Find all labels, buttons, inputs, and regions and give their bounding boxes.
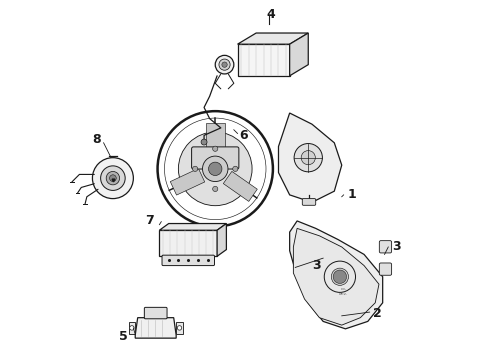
Circle shape [202,156,228,181]
Polygon shape [290,33,308,76]
Circle shape [209,162,222,176]
Circle shape [100,166,125,190]
FancyBboxPatch shape [379,240,392,253]
Circle shape [110,175,116,181]
FancyBboxPatch shape [302,199,316,205]
Polygon shape [128,322,135,334]
Text: 7: 7 [145,215,154,228]
Text: 5: 5 [119,330,128,343]
Text: 6: 6 [240,129,248,142]
Circle shape [333,270,346,283]
Text: 2: 2 [373,307,382,320]
Text: 3: 3 [312,259,320,272]
FancyBboxPatch shape [379,263,392,275]
Polygon shape [238,33,308,44]
Polygon shape [170,168,205,195]
Polygon shape [159,224,226,230]
Polygon shape [176,322,183,334]
Circle shape [201,139,207,145]
Text: 1: 1 [347,188,356,201]
Circle shape [130,326,134,330]
Polygon shape [290,221,383,329]
Circle shape [215,55,234,74]
Circle shape [213,186,218,192]
FancyBboxPatch shape [162,255,215,266]
Polygon shape [294,228,379,325]
FancyBboxPatch shape [192,147,239,169]
Circle shape [106,171,120,185]
Polygon shape [223,171,257,201]
Polygon shape [135,318,176,338]
Circle shape [222,62,227,67]
Polygon shape [206,123,224,154]
Circle shape [178,132,252,206]
Polygon shape [278,113,342,202]
Circle shape [233,166,238,171]
Circle shape [301,150,316,165]
Text: 8: 8 [92,132,100,145]
Circle shape [177,326,182,330]
Circle shape [331,268,348,285]
Text: 4: 4 [267,8,275,21]
Circle shape [213,146,218,151]
Circle shape [193,166,198,171]
Text: co-
driv.: co- driv. [339,287,348,296]
Circle shape [294,144,322,172]
Polygon shape [238,44,290,76]
FancyBboxPatch shape [145,307,167,319]
Circle shape [324,261,356,292]
Text: 3: 3 [392,240,401,253]
Polygon shape [159,230,217,256]
Polygon shape [217,224,226,256]
Circle shape [93,158,133,199]
Circle shape [219,59,230,70]
